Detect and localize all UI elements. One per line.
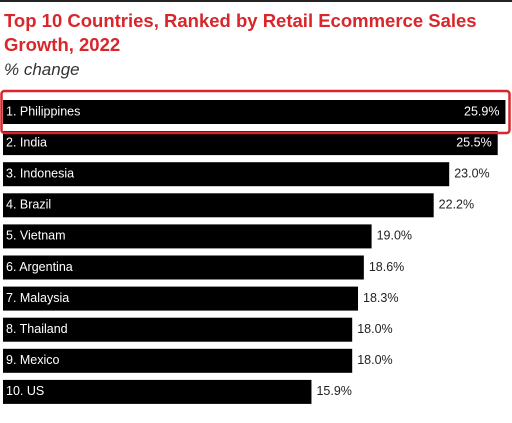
bar bbox=[3, 317, 353, 342]
bar bbox=[3, 379, 312, 404]
bar bbox=[3, 286, 359, 311]
category-label: 7. Malaysia bbox=[6, 291, 69, 305]
highlight-box bbox=[0, 89, 511, 135]
chart-subtitle: % change bbox=[4, 60, 80, 79]
bar bbox=[3, 224, 372, 249]
category-label: 10. US bbox=[6, 384, 44, 398]
category-label: 9. Mexico bbox=[6, 353, 60, 367]
top-rule bbox=[0, 0, 512, 2]
category-label: 1. Philippines bbox=[6, 104, 80, 118]
category-label: 4. Brazil bbox=[6, 198, 51, 212]
bar bbox=[3, 100, 506, 124]
bar bbox=[3, 131, 498, 156]
value-label: 18.3% bbox=[363, 291, 398, 305]
bar bbox=[3, 348, 353, 373]
category-label: 3. Indonesia bbox=[6, 166, 74, 180]
value-label: 25.9% bbox=[464, 104, 499, 118]
category-label: 2. India bbox=[6, 135, 47, 149]
value-label: 19.0% bbox=[377, 229, 412, 243]
value-label: 18.0% bbox=[357, 353, 392, 367]
value-label: 18.6% bbox=[369, 260, 404, 274]
value-label: 25.5% bbox=[456, 135, 491, 149]
chart-title: Top 10 Countries, Ranked by Retail Ecomm… bbox=[4, 10, 477, 55]
category-label: 6. Argentina bbox=[6, 260, 73, 274]
category-label: 5. Vietnam bbox=[6, 229, 66, 243]
bar bbox=[3, 162, 450, 187]
category-label: 8. Thailand bbox=[6, 322, 68, 336]
value-label: 23.0% bbox=[454, 166, 489, 180]
bar bbox=[3, 255, 364, 280]
value-label: 18.0% bbox=[357, 322, 392, 336]
bar bbox=[3, 193, 434, 218]
value-label: 15.9% bbox=[316, 384, 351, 398]
value-label: 22.2% bbox=[439, 198, 474, 212]
